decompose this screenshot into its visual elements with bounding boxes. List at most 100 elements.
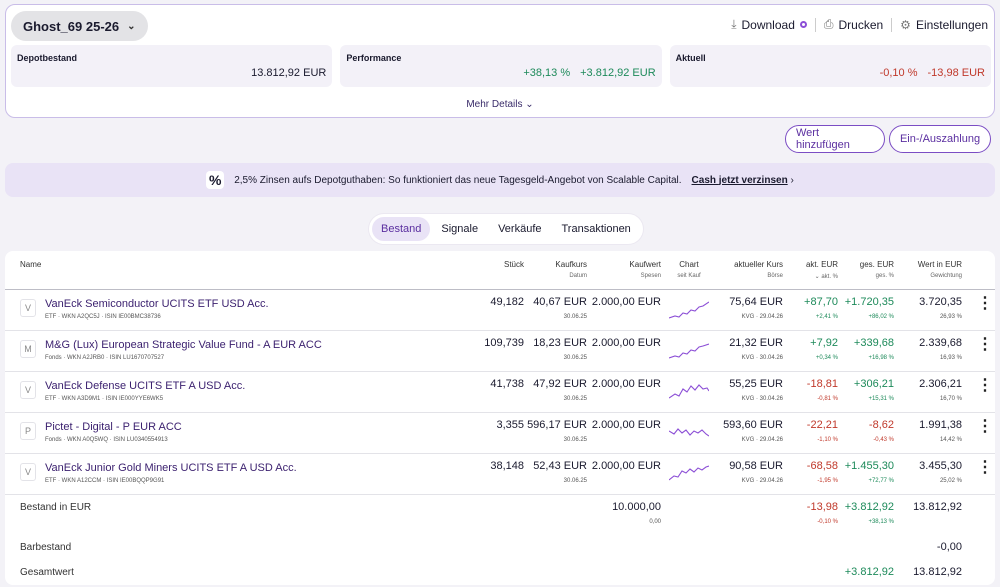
summary-ges: +3.812,92 +38,13 %: [845, 501, 894, 525]
cell-akt-pct: +0,34 %: [815, 355, 838, 361]
portfolio-selector[interactable]: Ghost_69 25-26 ⌄: [11, 11, 148, 41]
cell-wert: 2.339,68 16,93 %: [919, 337, 962, 361]
cell-akt: -22,21 -1,10 %: [807, 419, 838, 443]
print-button[interactable]: ⎙ Drucken: [824, 17, 883, 32]
col-stueck[interactable]: Stück: [503, 260, 524, 269]
summary-wert: 13.812,92: [913, 501, 962, 513]
more-details-label: Mehr Details: [466, 99, 523, 110]
col-ges[interactable]: ges. EUR ges. %: [860, 260, 894, 279]
col-kurs-sub: Börse: [767, 273, 783, 279]
portfolio-summary-card: Ghost_69 25-26 ⌄ ⤓ Download ⎙ Drucken ⚙ …: [5, 4, 995, 118]
instrument-name[interactable]: VanEck Semiconductor UCITS ETF USD Acc.: [45, 298, 269, 310]
more-options-icon[interactable]: ⋮: [977, 295, 993, 312]
cell-gewichtung: 14,42 %: [939, 437, 962, 443]
sparkline-chart: [669, 343, 709, 359]
tab-signale[interactable]: Signale: [441, 223, 479, 235]
instrument-name[interactable]: VanEck Defense UCITS ETF A USD Acc.: [45, 380, 246, 392]
col-name[interactable]: Name: [20, 260, 42, 269]
summary-akt: -13,98 -0,10 %: [807, 501, 838, 525]
settings-label: Einstellungen: [915, 17, 988, 32]
tab-bestand[interactable]: Bestand: [372, 217, 431, 241]
instrument-avatar: V: [20, 381, 36, 399]
kpi-label: Aktuell: [675, 53, 706, 63]
cell-kurs: 593,60 EUR KVG · 29.04.26: [723, 419, 783, 443]
new-indicator-icon: [799, 21, 807, 28]
deposit-withdraw-button[interactable]: Ein-/Auszahlung: [889, 125, 991, 153]
instrument-name[interactable]: VanEck Junior Gold Miners UCITS ETF A US…: [45, 462, 297, 474]
download-button[interactable]: ⤓ Download: [731, 17, 807, 32]
summary-bestand-label: Bestand in EUR: [20, 502, 92, 513]
summary-akt-pct: -0,10 %: [817, 519, 838, 525]
cell-kaufkurs-value: 40,67 EUR: [533, 296, 587, 308]
table-row[interactable]: V VanEck Junior Gold Miners UCITS ETF A …: [5, 454, 995, 495]
cell-boerse: KVG · 30.04.26: [741, 355, 783, 361]
cell-gewichtung: 26,93 %: [939, 314, 962, 320]
col-akt-sub: ⌄ akt. %: [806, 273, 838, 280]
table-row[interactable]: P Pictet - Digital - P EUR ACC Fonds · W…: [5, 413, 995, 454]
cell-ges-pct: +16,98 %: [868, 355, 894, 361]
cell-stueck: 38,148: [490, 460, 524, 472]
cell-ges-pct: +72,77 %: [868, 478, 894, 484]
table-row[interactable]: V VanEck Semiconductor UCITS ETF USD Acc…: [5, 290, 995, 331]
more-options-icon[interactable]: ⋮: [977, 336, 993, 353]
cell-ges-eur: +1.720,35: [844, 296, 894, 308]
cell-akt: +87,70 +2,41 %: [804, 296, 838, 320]
instrument-name[interactable]: M&G (Lux) European Strategic Value Fund …: [45, 339, 322, 351]
summary-kaufwert-value: 10.000,00: [612, 501, 661, 513]
kpi-value: -13,98 EUR: [927, 67, 985, 79]
more-options-icon[interactable]: ⋮: [977, 459, 993, 476]
table-row[interactable]: V VanEck Defense UCITS ETF A USD Acc. ET…: [5, 372, 995, 413]
more-options-icon[interactable]: ⋮: [977, 377, 993, 394]
percent-icon: %: [206, 171, 225, 189]
col-kaufkurs[interactable]: Kaufkurs Datum: [555, 260, 587, 279]
sort-desc-icon: ⌄: [814, 274, 822, 280]
col-kaufwert[interactable]: Kaufwert Spesen: [629, 260, 661, 279]
instrument-meta: Fonds · WKN A2JRB0 · ISIN LU1670707527: [45, 355, 165, 361]
chevron-down-icon: ⌄: [522, 99, 534, 110]
cell-datum: 30.06.25: [563, 314, 587, 320]
cell-ges-pct: -0,43 %: [873, 437, 894, 443]
tab-transaktionen[interactable]: Transaktionen: [561, 223, 631, 235]
banner-link[interactable]: Cash jetzt verzinsen ›: [692, 175, 794, 186]
chevron-down-icon: ⌄: [127, 20, 136, 32]
table-header: Name Stück Kaufkurs Datum Kaufwert Spesen …: [5, 251, 995, 290]
download-icon: ⤓: [731, 17, 737, 31]
col-wert[interactable]: Wert in EUR Gewichtung: [918, 260, 962, 279]
summary-ges-value: +3.812,92: [844, 501, 894, 513]
instrument-avatar: P: [20, 422, 36, 440]
kpi-percent: +38,13 %: [523, 67, 571, 79]
col-kurs[interactable]: aktueller Kurs Börse: [734, 260, 783, 279]
sparkline-chart: [669, 384, 709, 399]
cell-akt-pct: -1,10 %: [817, 437, 838, 443]
cell-gewichtung: 16,93 %: [939, 355, 962, 361]
cell-ges-pct: +86,02 %: [868, 314, 894, 320]
cell-akt-eur: -68,58: [806, 460, 838, 472]
kpi-performance: Performance +38,13 % +3.812,92 EUR: [340, 45, 662, 87]
tab-verkaeufe[interactable]: Verkäufe: [498, 223, 542, 235]
sparkline-chart: [669, 465, 709, 481]
cell-akt-pct: -1,95 %: [817, 478, 838, 484]
summary-ges-pct: +38,13 %: [868, 519, 894, 525]
col-kaufkurs-label: Kaufkurs: [555, 260, 587, 269]
kpi-depotbestand: Depotbestand 13.812,92 EUR: [11, 45, 333, 87]
cell-stueck: 109,739: [484, 337, 524, 349]
table-row[interactable]: M M&G (Lux) European Strategic Value Fun…: [5, 331, 995, 372]
kpi-row: Depotbestand 13.812,92 EUR Performance +…: [11, 45, 991, 87]
instrument-name[interactable]: Pictet - Digital - P EUR ACC: [45, 421, 182, 433]
cell-kurs-value: 21,32 EUR: [729, 337, 783, 349]
summary-gesamt-label: Gesamtwert: [20, 567, 74, 578]
more-details-toggle[interactable]: Mehr Details ⌄: [6, 99, 994, 110]
add-value-button[interactable]: Wert hinzufügen: [785, 125, 885, 153]
instrument-meta: Fonds · WKN A0Q5WQ · ISIN LU0340554913: [45, 437, 168, 443]
printer-icon: ⎙: [823, 17, 834, 31]
cell-ges-eur: +306,21: [853, 378, 894, 390]
col-wert-sub: Gewichtung: [930, 273, 962, 279]
settings-button[interactable]: ⚙ Einstellungen: [900, 18, 988, 32]
summary-kaufwert: 10.000,00 0,00: [612, 501, 661, 525]
col-akt[interactable]: akt. EUR ⌄ akt. %: [806, 260, 838, 280]
col-kaufwert-sub: Spesen: [640, 273, 661, 279]
more-options-icon[interactable]: ⋮: [977, 418, 993, 435]
print-label: Drucken: [838, 17, 884, 32]
col-chart-label: Chart: [679, 260, 699, 269]
cell-stueck: 3,355: [496, 419, 524, 431]
